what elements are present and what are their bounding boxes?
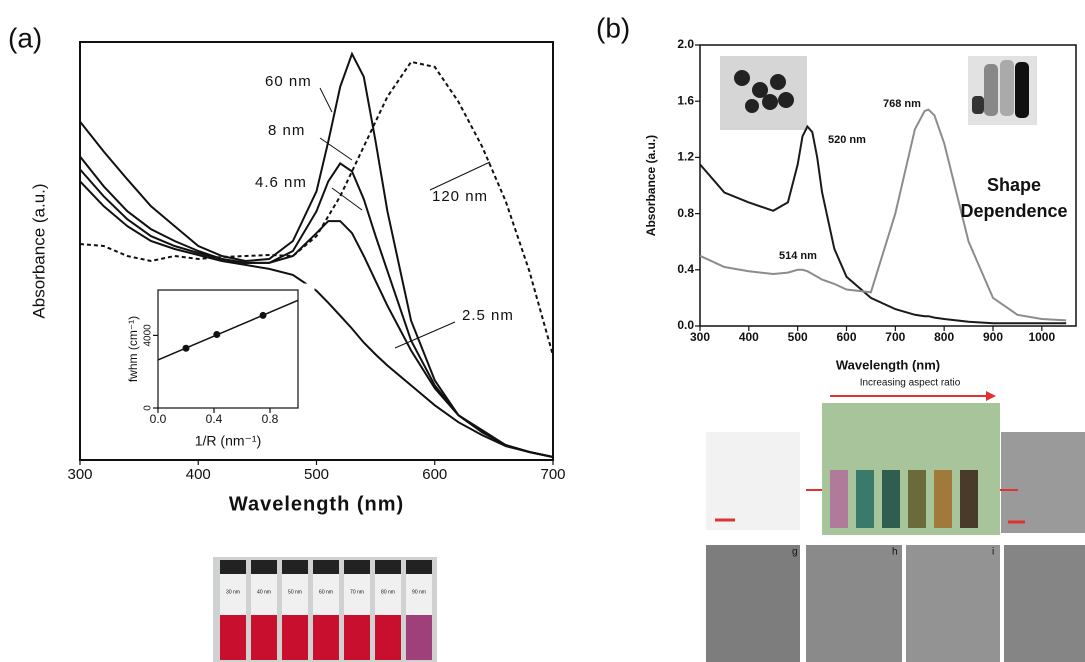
- y-axis-label: Absorbance (a.u.): [29, 183, 48, 318]
- tem-image: [1001, 432, 1085, 533]
- y-tick-label: 0.8: [677, 206, 694, 220]
- leader-line: [394, 321, 456, 349]
- fit-line: [157, 299, 299, 361]
- vial-cap: [375, 560, 401, 574]
- x-tick-label: 300: [67, 466, 92, 483]
- data-line: [699, 124, 1067, 325]
- annotation: Dependence: [960, 201, 1067, 221]
- y-tick-label: 0.4: [677, 262, 694, 276]
- vial-cap: [220, 560, 246, 574]
- vial-cap: [406, 560, 432, 574]
- vial-label: 80 nm: [381, 589, 395, 595]
- vial-cap: [251, 560, 277, 574]
- x-tick-label: 800: [934, 330, 954, 344]
- x-axis-label: Wavelength (nm): [229, 493, 404, 515]
- x-tick-label: 300: [690, 330, 710, 344]
- curve-label: 4.6 nm: [255, 174, 307, 191]
- y-tick-label: 1.6: [677, 93, 694, 107]
- photo-caption: Increasing aspect ratio: [860, 378, 961, 389]
- tem-image: [706, 432, 800, 530]
- leader-line: [429, 161, 491, 191]
- y-tick-label: 0.0: [677, 318, 694, 332]
- vial-liquid: [282, 615, 308, 660]
- vial-cap: [282, 560, 308, 574]
- data-line: [699, 108, 1067, 322]
- vial-liquid: [406, 615, 432, 660]
- data-line: [79, 168, 554, 458]
- y-tick-label: 0: [143, 405, 154, 411]
- panel-label: (b): [596, 12, 630, 43]
- vial-cap: [313, 560, 339, 574]
- x-tick-label: 500: [788, 330, 808, 344]
- vial-label: 40 nm: [257, 589, 271, 595]
- x-tick-label: 700: [885, 330, 905, 344]
- panel-label: (a): [8, 22, 42, 53]
- plot-frame: [157, 289, 299, 409]
- annotation: 768 nm: [883, 98, 921, 110]
- x-tick-label: 0.0: [150, 412, 167, 426]
- tem-image: [806, 545, 902, 662]
- vial-label: 50 nm: [288, 589, 302, 595]
- x-tick-label: 0.4: [206, 412, 223, 426]
- curve-label: 8 nm: [268, 122, 305, 139]
- x-axis-label: Wavelength (nm): [836, 357, 940, 372]
- vial-label: 90 nm: [412, 589, 426, 595]
- y-tick-label: 2.0: [677, 37, 694, 51]
- tem-image: [906, 545, 1000, 662]
- inset-frame: [103, 283, 315, 445]
- x-tick-label: 700: [540, 466, 565, 483]
- tem-label: h: [892, 547, 898, 558]
- data-point: [259, 311, 267, 319]
- annotation: 514 nm: [779, 250, 817, 262]
- curve-label: 2.5 nm: [462, 307, 514, 324]
- vial-liquid: [375, 615, 401, 660]
- x-tick-label: 1000: [1028, 330, 1055, 344]
- annotation: Shape: [987, 175, 1041, 195]
- x-tick-label: 0.8: [262, 412, 279, 426]
- vial-liquid: [251, 615, 277, 660]
- data-point: [213, 330, 221, 338]
- tem-label: i: [992, 547, 994, 558]
- data-line: [79, 60, 554, 356]
- annotation: 520 nm: [828, 134, 866, 146]
- curve-label: 60 nm: [265, 73, 312, 90]
- vial-liquid: [220, 615, 246, 660]
- tem-image: [1004, 545, 1085, 662]
- x-tick-label: 600: [422, 466, 447, 483]
- x-tick-label: 400: [739, 330, 759, 344]
- vial-liquid: [344, 615, 370, 660]
- y-axis-label: Absorbance (a.u.): [644, 135, 658, 236]
- vial-label: 30 nm: [226, 589, 240, 595]
- tem-image: [706, 545, 800, 662]
- data-point: [182, 344, 190, 352]
- curve-label: 120 nm: [432, 188, 488, 205]
- plot-frame: [699, 44, 1077, 327]
- x-tick-label: 400: [186, 466, 211, 483]
- data-line: [79, 180, 554, 458]
- y-tick-label: 4000: [143, 324, 154, 347]
- vial-cap: [344, 560, 370, 574]
- leader-line: [331, 187, 363, 211]
- y-tick-label: 1.2: [677, 150, 694, 164]
- vial-liquid: [313, 615, 339, 660]
- x-axis-label: 1/R (nm⁻¹): [195, 433, 262, 449]
- leader-line: [319, 137, 353, 161]
- leader-line: [319, 87, 333, 113]
- tem-label: g: [792, 547, 798, 558]
- y-axis-label: fwhm (cm⁻¹): [126, 316, 140, 382]
- vial-label: 70 nm: [350, 589, 364, 595]
- x-tick-label: 500: [304, 466, 329, 483]
- x-tick-label: 600: [836, 330, 856, 344]
- photos: 30 nm 40 nm 50 nm 60 nm 70 nm 80 nm 90 nm Incr…: [213, 56, 1085, 662]
- vial-label: 60 nm: [319, 589, 333, 595]
- x-tick-label: 900: [983, 330, 1003, 344]
